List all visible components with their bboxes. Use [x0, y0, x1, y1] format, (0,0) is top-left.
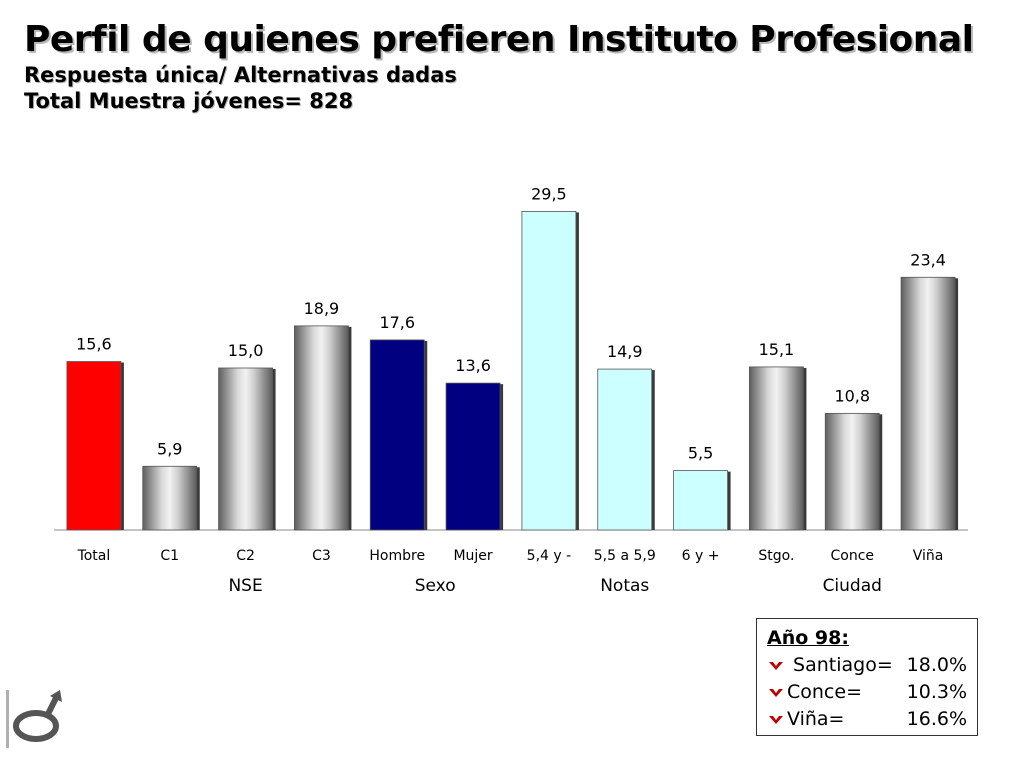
- subtitle-sample: Total Muestra jóvenes= 828: [24, 89, 354, 113]
- page-title: Perfil de quienes prefieren Instituto Pr…: [24, 19, 974, 60]
- data-label: 13,6: [455, 356, 491, 375]
- x-tick-label: Mujer: [453, 548, 492, 564]
- data-label: 29,5: [531, 184, 567, 203]
- data-label: 15,0: [228, 341, 264, 360]
- data-label: 17,6: [379, 313, 415, 332]
- note-label-vina: Viña=: [787, 708, 845, 730]
- bar-total: [66, 361, 122, 531]
- note-row-vina: Viña= 16.6%: [767, 706, 967, 733]
- arrow-bullet-icon: [769, 688, 783, 697]
- x-tick-label: 5,5 a 5,9: [594, 548, 656, 564]
- note-row-santiago: Santiago= 18.0%: [767, 652, 967, 679]
- group-label: Sexo: [415, 576, 456, 596]
- x-tick-label: C1: [160, 548, 179, 564]
- x-tick-label: Total: [77, 548, 111, 564]
- bar-viña: [900, 276, 956, 531]
- company-logo-icon: [6, 690, 62, 748]
- note-row-conce: Conce= 10.3%: [767, 679, 967, 706]
- x-tick-label: 5,4 y -: [527, 548, 572, 564]
- arrow-bullet-icon: [769, 661, 783, 670]
- bar-hombre: [369, 339, 425, 531]
- x-tick-label: C2: [236, 548, 255, 564]
- data-label: 23,4: [910, 250, 946, 269]
- x-tick-label: C3: [312, 548, 331, 564]
- arrow-bullet-icon: [769, 715, 783, 724]
- note-title: Año 98:: [767, 627, 849, 649]
- data-label: 18,9: [304, 299, 340, 318]
- bar-stgo-: [749, 366, 804, 531]
- group-label: NSE: [228, 576, 262, 596]
- bar-chart: 15,6 Total 5,9 C1 15,0 C2 18,9 C3 17,6 Hombre 13,6…: [54, 184, 968, 596]
- x-tick-label: Viña: [913, 548, 944, 564]
- group-label: Ciudad: [823, 576, 882, 596]
- note-label-santiago: Santiago=: [787, 654, 893, 676]
- note-value-conce: 10.3%: [906, 681, 967, 703]
- bar-5-4-y-: [521, 210, 577, 531]
- year98-note-box: Año 98: Santiago= 18.0% Conce= 10.3% Viñ…: [756, 618, 978, 736]
- bar-c1: [142, 465, 198, 531]
- title-block: Perfil de quienes prefieren Instituto Pr…: [24, 18, 974, 114]
- bar-mujer: [445, 382, 501, 531]
- bar-c3: [294, 325, 349, 531]
- x-tick-label: Hombre: [369, 548, 425, 564]
- data-label: 5,9: [157, 439, 182, 458]
- data-label: 10,8: [834, 386, 870, 405]
- note-value-santiago: 18.0%: [906, 654, 967, 676]
- note-value-vina: 16.6%: [906, 708, 967, 730]
- bar-6-y-: [673, 470, 728, 531]
- data-label: 15,6: [76, 335, 112, 354]
- x-tick-label: Conce: [830, 548, 874, 564]
- bar-conce: [824, 412, 880, 531]
- subtitle-response: Respuesta única/ Alternativas dadas: [24, 63, 457, 87]
- note-label-conce: Conce=: [787, 681, 862, 703]
- bar-c2: [218, 367, 273, 531]
- x-tick-label: 6 y +: [682, 548, 720, 564]
- data-label: 14,9: [607, 342, 643, 361]
- data-label: 15,1: [759, 340, 795, 359]
- data-label: 5,5: [688, 444, 713, 463]
- bar-5-5-a-5-9: [597, 368, 653, 531]
- x-tick-label: Stgo.: [758, 548, 794, 564]
- group-label: Notas: [600, 576, 649, 596]
